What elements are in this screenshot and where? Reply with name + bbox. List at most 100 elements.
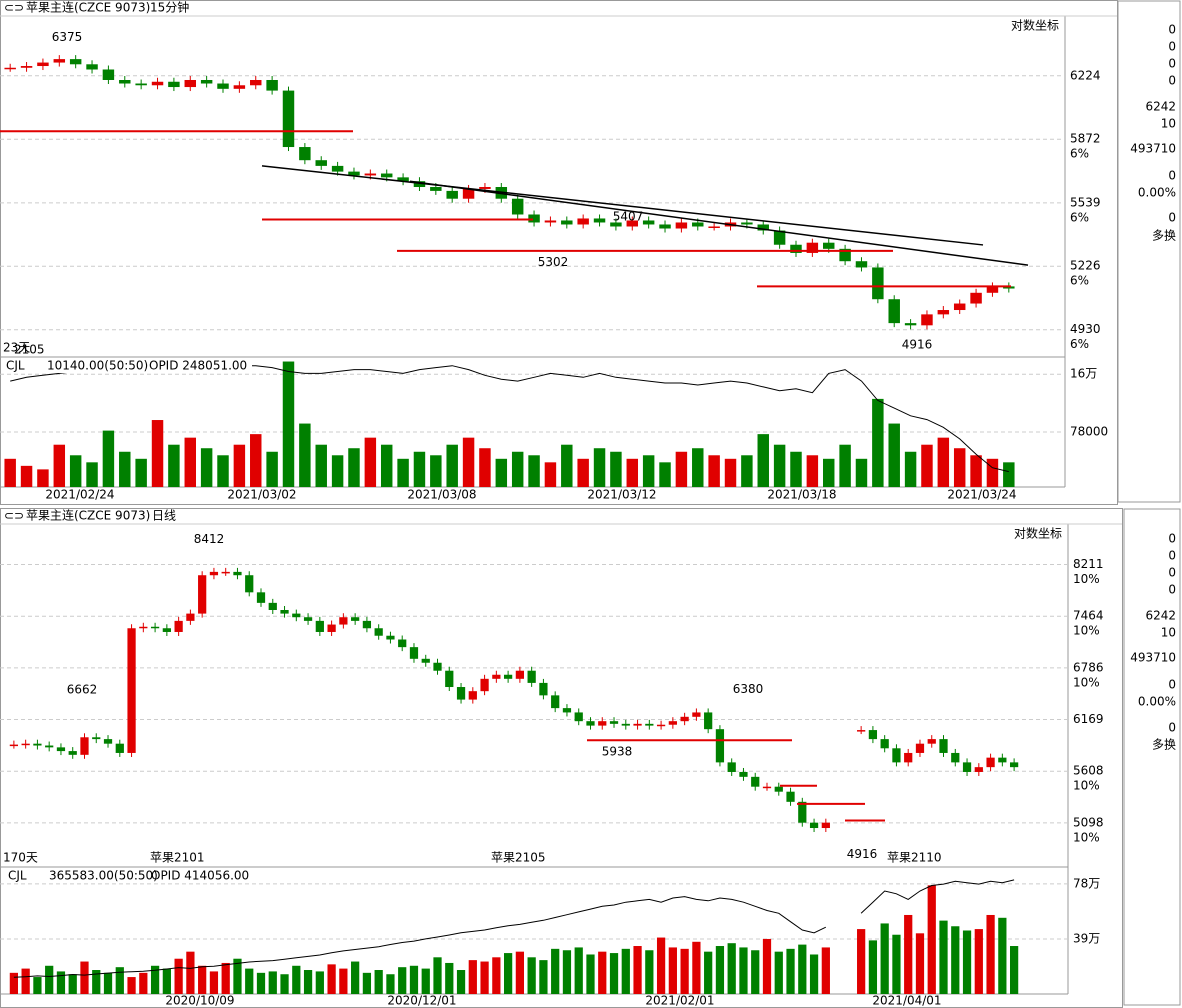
volume-bar <box>574 947 583 994</box>
candle <box>610 222 622 227</box>
candle <box>692 222 704 227</box>
candle <box>927 739 936 744</box>
symbol[interactable]: 苹果主连(CZCE 9073) <box>26 0 150 15</box>
volume-bar <box>413 451 426 487</box>
sidebar-value: 0 <box>1168 74 1176 88</box>
sidebar-value: 0 <box>1168 57 1176 71</box>
volume-bar <box>102 430 115 487</box>
volume-bar <box>327 964 336 994</box>
change-label: 10% <box>1073 675 1100 689</box>
y-tick-label: 6786 <box>1073 660 1104 674</box>
sidebar-value: 0 <box>1168 211 1176 225</box>
volume-bar <box>593 448 606 487</box>
volume-bar <box>986 458 999 487</box>
candle <box>561 220 573 225</box>
candle <box>839 248 851 262</box>
candle <box>233 571 242 576</box>
volume-bar <box>645 950 654 994</box>
candle <box>621 723 630 726</box>
candle <box>715 729 725 763</box>
candle <box>692 712 701 717</box>
candle <box>303 617 313 621</box>
volume-bar <box>656 937 666 994</box>
scale-mode[interactable]: 对数坐标 <box>1014 526 1062 541</box>
symbol[interactable]: 苹果主连(CZCE 9073) <box>26 508 150 523</box>
candle <box>986 286 999 293</box>
candle <box>86 64 98 70</box>
volume-bar <box>139 972 148 994</box>
volume-bar <box>1009 946 1019 994</box>
volume-bar <box>511 451 524 487</box>
candle <box>562 708 572 713</box>
volume-bar <box>857 929 866 994</box>
volume-bar <box>266 451 278 487</box>
volume-bar <box>397 458 409 487</box>
oi-line <box>860 879 1015 914</box>
candle <box>480 678 489 692</box>
candle <box>659 224 671 229</box>
price-annotation: 6380 <box>733 682 764 696</box>
scale-mode[interactable]: 对数坐标 <box>1011 18 1059 33</box>
volume-bar <box>209 971 219 994</box>
candle <box>456 687 466 700</box>
candle <box>315 160 327 166</box>
volume-bar <box>115 967 124 994</box>
trend-line <box>409 180 1029 266</box>
volume-bar <box>708 455 720 487</box>
volume-bar <box>692 448 704 487</box>
candle <box>821 822 830 829</box>
volume-bar <box>562 950 572 994</box>
candle <box>168 81 180 88</box>
sidebar-value: 6242 <box>1145 609 1176 623</box>
volume-info: 365583.00(50:50) <box>49 869 158 883</box>
volume-bar <box>806 455 819 487</box>
volume-bar <box>456 970 466 994</box>
x-tick-label: 2021/03/08 <box>407 488 476 502</box>
candle <box>184 79 196 88</box>
candle <box>186 613 195 621</box>
volume-bar <box>939 920 948 994</box>
volume-bar <box>953 448 966 487</box>
volume-bar <box>727 943 736 994</box>
period[interactable]: 日线 <box>152 509 176 523</box>
x-tick-label: 2021/02/01 <box>645 994 714 1008</box>
volume-bar <box>480 961 489 994</box>
volume-bar <box>339 968 348 994</box>
candle <box>757 224 769 231</box>
volume-bar <box>80 961 89 994</box>
sidebar-value: 493710 <box>1130 651 1176 665</box>
y-tick-label: 7464 <box>1073 609 1104 623</box>
period[interactable]: 15分钟 <box>150 0 189 15</box>
candle <box>642 220 655 225</box>
volume-bar <box>773 444 786 487</box>
x-tick-label: 2021/03/24 <box>947 488 1016 502</box>
volume-info: CJL <box>6 359 25 373</box>
x-tick-label: 2021/02/24 <box>45 488 114 502</box>
contract-label: 苹果2101 <box>150 851 205 865</box>
candle <box>362 620 372 629</box>
candle <box>386 635 395 640</box>
volume-bar <box>668 947 677 994</box>
change-label: 10% <box>1073 572 1100 586</box>
candle <box>174 620 183 632</box>
volume-bar <box>821 947 830 994</box>
candle <box>727 762 736 772</box>
candle <box>119 79 131 84</box>
volume-bar <box>937 437 950 487</box>
candle <box>53 59 66 63</box>
volume-bar <box>495 458 508 487</box>
candle <box>462 188 475 199</box>
candle <box>626 220 639 227</box>
volume-bar <box>217 455 229 487</box>
candle <box>527 670 536 683</box>
volume-bar <box>151 420 164 487</box>
candle <box>951 752 960 763</box>
candle <box>528 214 540 223</box>
volume-bar <box>9 972 19 994</box>
volume-bar <box>446 444 458 487</box>
volume-bar <box>757 434 769 487</box>
candle <box>751 776 760 787</box>
volume-bar <box>198 965 207 994</box>
candle <box>68 751 77 755</box>
